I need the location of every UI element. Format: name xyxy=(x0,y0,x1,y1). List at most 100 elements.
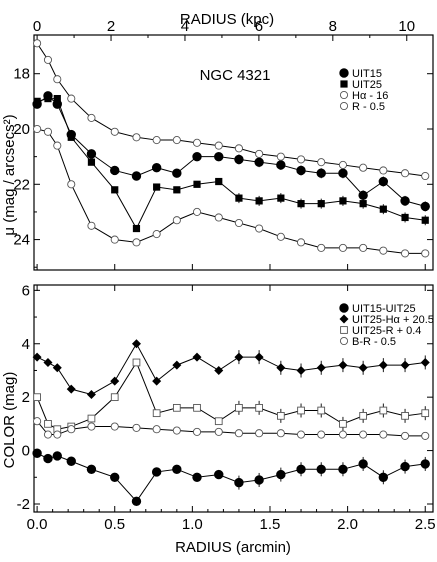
top-data-point xyxy=(379,166,388,175)
top-data-point xyxy=(401,213,409,222)
top-series-3 xyxy=(33,39,430,181)
top-data-point xyxy=(359,200,367,208)
bottom-data-point xyxy=(401,412,409,420)
top-data-point xyxy=(296,238,306,247)
bottom-series-group xyxy=(32,339,430,507)
bottom-data-point xyxy=(192,472,202,482)
top-data-point xyxy=(338,243,348,252)
top-frame-rect xyxy=(33,34,434,271)
top-x-tick-label: 2 xyxy=(107,18,115,35)
bottom-data-point xyxy=(401,431,410,440)
bottom-series-line xyxy=(36,342,426,396)
top-data-point xyxy=(67,94,76,103)
bottom-x-tick-label: 0.0 xyxy=(27,516,48,533)
top-data-point xyxy=(378,176,389,187)
top-data-point xyxy=(152,230,161,239)
bottom-data-point xyxy=(338,360,348,370)
top-data-point xyxy=(317,243,326,252)
top-data-point xyxy=(215,177,223,186)
bottom-data-point xyxy=(400,461,410,472)
top-data-point xyxy=(110,127,119,136)
top-series-group xyxy=(32,39,430,258)
bottom-x-tick-label: 1.0 xyxy=(182,516,203,533)
bottom-legend-label: UIT25-Hα + 20.5 xyxy=(352,314,434,326)
bottom-data-point xyxy=(420,357,430,367)
top-data-point xyxy=(421,171,430,181)
bottom-data-point xyxy=(339,420,347,428)
bottom-data-point xyxy=(131,339,141,349)
bottom-legend-marker xyxy=(339,314,349,324)
top-data-point xyxy=(86,149,97,159)
top-legend-label: Hα - 16 xyxy=(352,90,388,102)
top-data-point xyxy=(192,207,202,216)
top-data-point xyxy=(234,218,243,228)
bottom-data-point xyxy=(214,469,224,480)
top-x-tick-label: 0 xyxy=(33,18,41,35)
top-y-axis-title: μ (mag / arcsecs²) xyxy=(1,114,18,235)
bottom-series-1 xyxy=(32,339,430,399)
top-data-point xyxy=(110,235,119,244)
top-legend-marker xyxy=(339,68,349,78)
bottom-y-tick-label: 2 xyxy=(22,389,30,406)
bottom-data-point xyxy=(379,406,388,415)
top-x-tick-label: 4 xyxy=(181,18,189,35)
top-data-point xyxy=(53,94,61,103)
bottom-data-point xyxy=(152,376,162,386)
top-data-point xyxy=(173,186,181,194)
top-data-point xyxy=(132,224,141,233)
top-data-point xyxy=(53,141,62,150)
bottom-legend-marker xyxy=(340,326,348,334)
top-data-point xyxy=(401,249,410,258)
bottom-data-point xyxy=(32,352,42,362)
top-data-point xyxy=(87,113,96,122)
bottom-data-point xyxy=(151,467,162,477)
top-data-point xyxy=(43,55,53,64)
top-y-tick-label: 22 xyxy=(13,176,30,193)
top-data-point xyxy=(110,165,120,176)
bottom-data-point xyxy=(235,403,243,412)
bottom-legend-marker xyxy=(339,336,349,346)
bottom-series-line xyxy=(36,452,426,503)
bottom-data-point xyxy=(192,427,202,436)
bottom-axes: 0.0 0.5 1.0 1.5 2.0 2.5 6 4 2 0 -2 xyxy=(17,282,436,533)
top-data-point xyxy=(339,197,347,205)
bottom-data-point xyxy=(152,425,161,434)
bottom-data-point xyxy=(132,423,141,432)
top-data-point xyxy=(317,158,326,167)
bottom-x-tick-label: 2.0 xyxy=(337,516,358,533)
bottom-data-point xyxy=(110,376,120,386)
top-data-point xyxy=(421,216,429,224)
bottom-data-point xyxy=(297,406,305,415)
bottom-data-point xyxy=(86,464,97,474)
top-series-0 xyxy=(32,91,430,212)
top-data-point xyxy=(379,205,387,213)
top-data-point xyxy=(296,155,306,164)
bottom-data-point xyxy=(66,456,76,466)
top-legend-label: R - 0.5 xyxy=(352,101,385,113)
top-data-point xyxy=(420,201,430,212)
bottom-data-point xyxy=(33,417,42,426)
bottom-data-point xyxy=(277,412,285,420)
top-data-point xyxy=(192,138,202,147)
bottom-series-0 xyxy=(32,448,430,507)
bottom-data-point xyxy=(378,360,388,370)
top-data-point xyxy=(338,160,348,169)
bottom-series-3 xyxy=(33,417,430,440)
bottom-data-point xyxy=(52,451,62,461)
top-x-tick-label: 10 xyxy=(398,18,415,35)
top-data-point xyxy=(255,149,264,158)
bottom-data-point xyxy=(132,358,141,367)
bottom-data-point xyxy=(32,448,42,458)
bottom-data-point xyxy=(338,430,348,439)
top-data-point xyxy=(359,163,368,172)
bottom-series-2 xyxy=(33,358,430,434)
bottom-data-point xyxy=(110,422,119,431)
bottom-legend-label: UIT25-R + 0.4 xyxy=(352,325,421,337)
bottom-data-point xyxy=(110,472,120,482)
bottom-y-axis-title: COLOR (mag) xyxy=(1,372,18,469)
bottom-legend-label: B-R - 0.5 xyxy=(352,336,396,348)
bottom-data-point xyxy=(214,427,223,436)
bottom-data-point xyxy=(87,422,96,431)
